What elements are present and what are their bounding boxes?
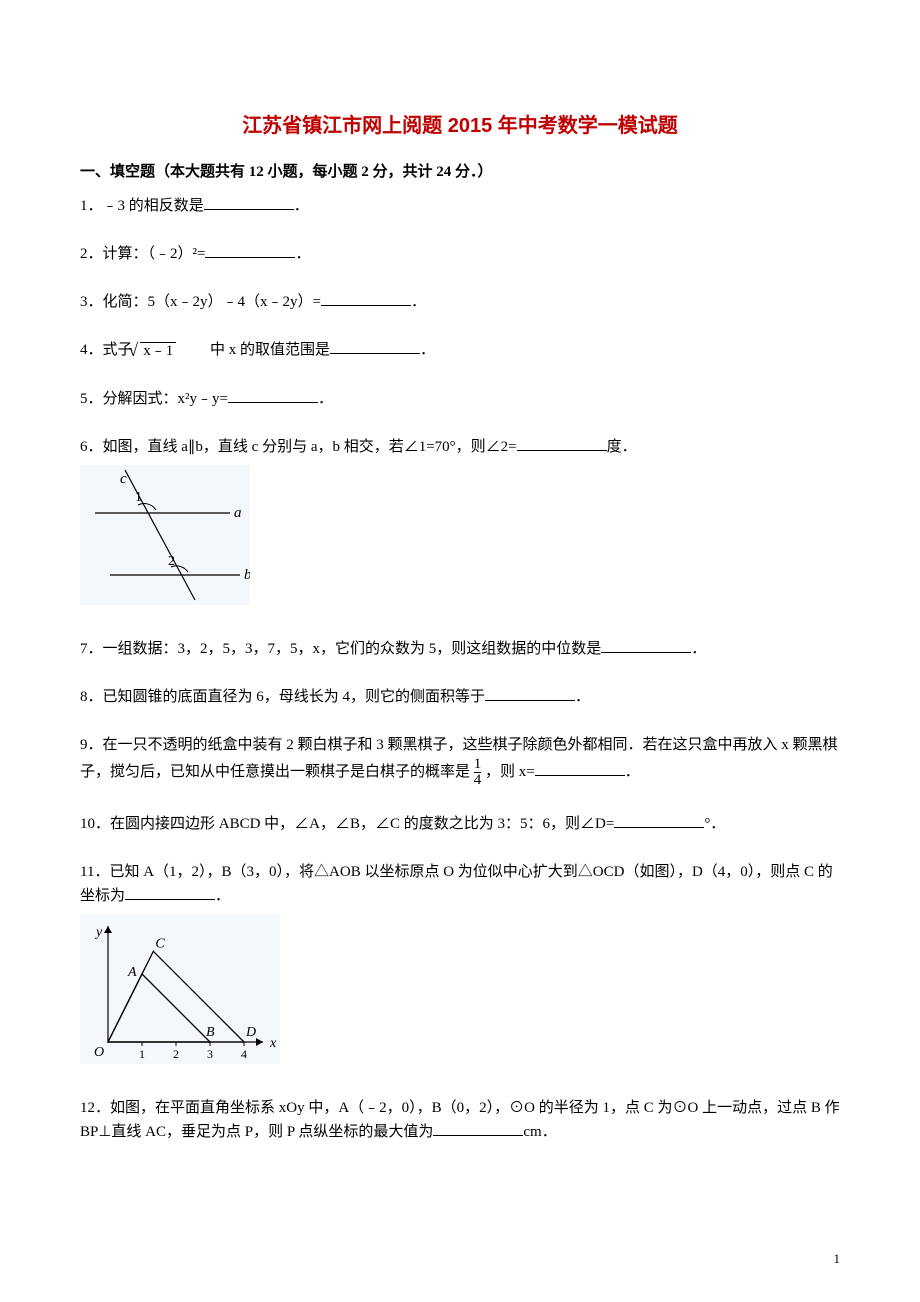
- question-8: 8．已知圆锥的底面直径为 6，母线长为 4，则它的侧面积等于 ．: [80, 685, 840, 709]
- blank: [517, 435, 607, 451]
- blank: [205, 242, 295, 258]
- blank: [330, 338, 420, 354]
- fraction-icon: 14: [474, 757, 482, 788]
- svg-text:O: O: [94, 1045, 104, 1060]
- q4-sqrt: x﹣1: [140, 342, 176, 359]
- blank: [614, 812, 704, 828]
- page-number: 1: [834, 1249, 841, 1270]
- svg-text:A: A: [127, 965, 137, 980]
- question-6: 6．如图，直线 a∥b，直线 c 分别与 a，b 相交，若∠1=70°，则∠2=…: [80, 435, 840, 613]
- diagram-11: 1 2 3 4 Oy x A C B D: [80, 914, 840, 1072]
- blank: [125, 884, 215, 900]
- q8-after: ．: [575, 689, 590, 705]
- svg-text:4: 4: [241, 1047, 247, 1061]
- q1-after: ．: [294, 198, 309, 214]
- q9-num: 1: [474, 757, 482, 772]
- q3-after: ．: [411, 294, 426, 310]
- question-5: 5．分解因式：x²y﹣y= ．: [80, 387, 840, 411]
- q6-text: 6．如图，直线 a∥b，直线 c 分别与 a，b 相交，若∠1=70°，则∠2=: [80, 439, 517, 455]
- blank: [204, 194, 294, 210]
- q10-text: 10．在圆内接四边形 ABCD 中，∠A，∠B，∠C 的度数之比为 3：5：6，…: [80, 816, 614, 832]
- question-10: 10．在圆内接四边形 ABCD 中，∠A，∠B，∠C 的度数之比为 3：5：6，…: [80, 812, 840, 836]
- page-title: 江苏省镇江市网上阅题 2015 年中考数学一模试题: [80, 110, 840, 142]
- svg-text:b: b: [244, 567, 250, 583]
- q2-after: ．: [295, 246, 310, 262]
- q5-after: ．: [318, 391, 333, 407]
- q7-text: 7．一组数据：3，2，5，3，7，5，x，它们的众数为 5，则这组数据的中位数是: [80, 641, 601, 657]
- q10-after: °．: [704, 816, 725, 832]
- blank: [535, 760, 625, 776]
- q11-after: ．: [215, 888, 230, 904]
- question-1: 1．﹣3 的相反数是 ．: [80, 194, 840, 218]
- svg-text:B: B: [206, 1025, 215, 1040]
- svg-text:1: 1: [135, 490, 142, 505]
- q3-text: 3．化简：5（x﹣2y）﹣4（x﹣2y）=: [80, 294, 321, 310]
- svg-text:y: y: [94, 925, 103, 940]
- svg-text:x: x: [269, 1036, 277, 1051]
- q5-text: 5．分解因式：x²y﹣y=: [80, 391, 228, 407]
- blank: [228, 387, 318, 403]
- q6-after: 度．: [607, 439, 637, 455]
- svg-text:3: 3: [207, 1047, 213, 1061]
- q12-after: cm．: [523, 1124, 556, 1140]
- question-7: 7．一组数据：3，2，5，3，7，5，x，它们的众数为 5，则这组数据的中位数是…: [80, 637, 840, 661]
- question-3: 3．化简：5（x﹣2y）﹣4（x﹣2y）= ．: [80, 290, 840, 314]
- q4-after: ．: [420, 342, 435, 358]
- q4-pre: 4．式子: [80, 342, 133, 358]
- q4-mid: 中 x 的取值范围是: [180, 342, 330, 358]
- svg-text:a: a: [234, 505, 242, 521]
- svg-text:C: C: [155, 936, 165, 951]
- question-12: 12．如图，在平面直角坐标系 xOy 中，A（﹣2，0），B（0，2），⊙O 的…: [80, 1096, 840, 1144]
- q9-mid: ，则 x=: [485, 764, 535, 780]
- q9-den: 4: [474, 772, 482, 788]
- svg-text:c: c: [120, 471, 127, 487]
- question-11: 11．已知 A（1，2），B（3，0），将△AOB 以坐标原点 O 为位似中心扩…: [80, 860, 840, 1072]
- blank: [433, 1120, 523, 1136]
- sqrt-icon: √x﹣1: [136, 339, 176, 363]
- q9-after: ．: [625, 764, 640, 780]
- q8-text: 8．已知圆锥的底面直径为 6，母线长为 4，则它的侧面积等于: [80, 689, 485, 705]
- q7-after: ．: [691, 641, 706, 657]
- svg-text:2: 2: [173, 1047, 179, 1061]
- svg-text:2: 2: [168, 554, 175, 569]
- q1-text: 1．﹣3 的相反数是: [80, 198, 204, 214]
- svg-text:D: D: [245, 1025, 256, 1040]
- blank: [321, 290, 411, 306]
- q9-pre: 9．在一只不透明的纸盒中装有 2 颗白棋子和 3 颗黑棋子，这些棋子除颜色外都相…: [80, 737, 838, 780]
- question-2: 2．计算：（﹣2）²= ．: [80, 242, 840, 266]
- question-9: 9．在一只不透明的纸盒中装有 2 颗白棋子和 3 颗黑棋子，这些棋子除颜色外都相…: [80, 733, 840, 788]
- svg-text:1: 1: [139, 1047, 145, 1061]
- diagram-6: c a b 1 2: [80, 465, 840, 613]
- question-4: 4．式子 √x﹣1 中 x 的取值范围是 ．: [80, 338, 840, 363]
- blank: [485, 685, 575, 701]
- blank: [601, 637, 691, 653]
- q2-text: 2．计算：（﹣2）²=: [80, 246, 205, 262]
- section-header: 一、填空题（本大题共有 12 小题，每小题 2 分，共计 24 分．）: [80, 160, 840, 184]
